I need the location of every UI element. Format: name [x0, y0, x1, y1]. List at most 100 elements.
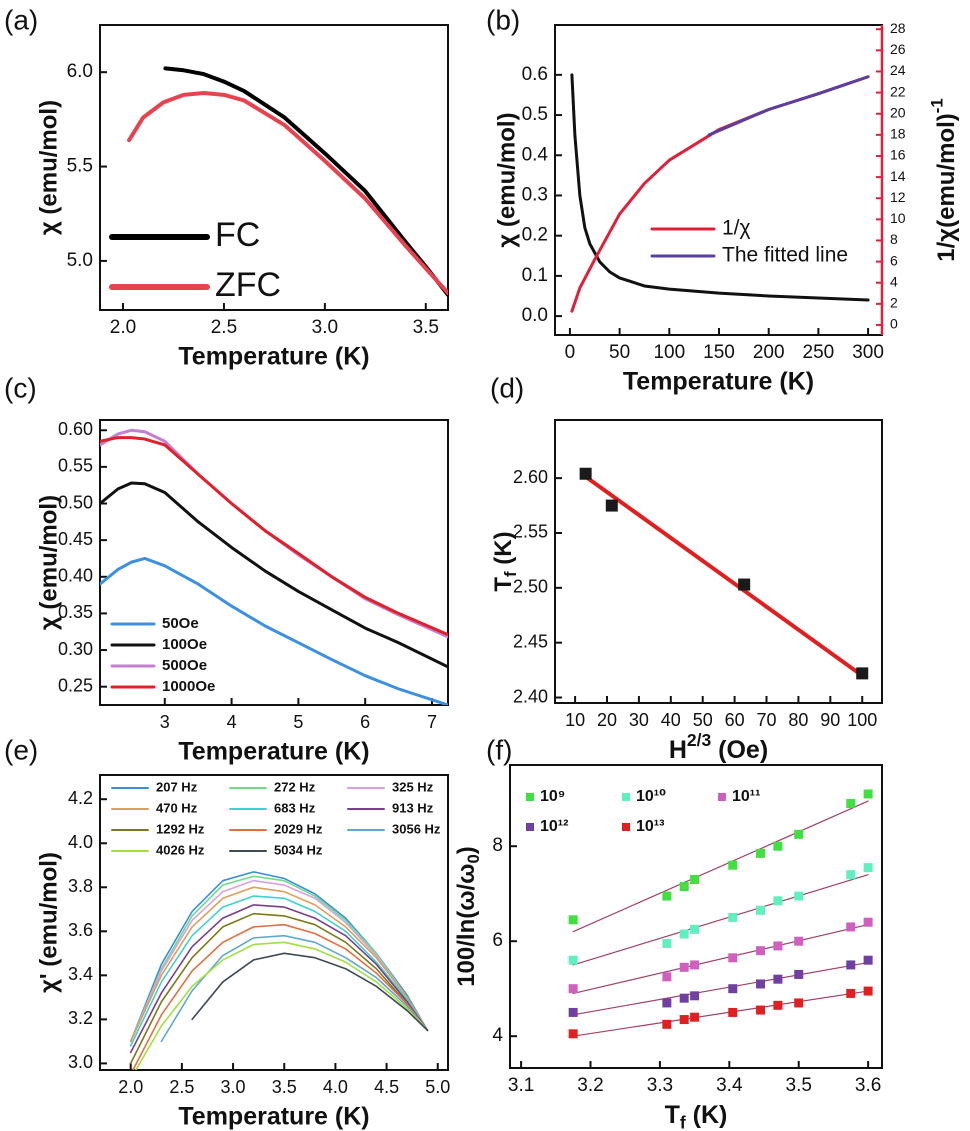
- x-tick-label: 6: [360, 712, 370, 732]
- axis-title-part: f: [502, 571, 521, 577]
- axis-title-part: ): [453, 846, 480, 854]
- y-tick-label: 0.6: [522, 64, 548, 85]
- legend-label: 2029 Hz: [274, 821, 323, 836]
- data-point: [773, 841, 783, 851]
- y2-tick-label: 2: [890, 295, 898, 311]
- series-line: [707, 75, 870, 137]
- axis-title-part: T: [665, 1101, 680, 1129]
- series-line: [163, 66, 448, 297]
- legend-label: 4026 Hz: [156, 842, 205, 857]
- x-tick-label: 50: [609, 342, 630, 363]
- y-tick-label: 0.40: [58, 566, 93, 586]
- data-point: [690, 1012, 700, 1022]
- data-point: [846, 870, 856, 880]
- y-tick-label: 0.25: [58, 675, 93, 695]
- x-tick-label: 3.5: [786, 1075, 812, 1096]
- plot-frame: [554, 419, 883, 704]
- axis-title-part: (K): [490, 531, 517, 571]
- data-point: [756, 946, 766, 956]
- axis-title-part: (Oe): [711, 736, 768, 764]
- x-tick-label: 3.0: [221, 1077, 246, 1097]
- data-point: [773, 1000, 783, 1010]
- data-point: [568, 1029, 578, 1039]
- series-line: [129, 895, 429, 1047]
- y2-tick-label: 26: [890, 41, 906, 57]
- y-tick-label: 5.5: [67, 156, 93, 177]
- y-tick-label: 3.2: [68, 1008, 93, 1028]
- legend-label: 10¹²: [540, 818, 568, 835]
- series-line: [100, 428, 448, 639]
- plot-frame: [509, 764, 883, 1069]
- data-point: [728, 984, 738, 994]
- series-line: [100, 481, 448, 669]
- x-tick-label: 200: [753, 342, 785, 363]
- y2-tick-label: 6: [890, 252, 898, 268]
- plot-area: [127, 66, 448, 297]
- legend-label: 325 Hz: [392, 779, 434, 794]
- y-tick-label: 6.0: [67, 61, 93, 82]
- data-point: [728, 912, 738, 922]
- x-tick-label: 90: [820, 710, 840, 730]
- data-point: [568, 1007, 578, 1017]
- series-line: [129, 912, 429, 1065]
- data-point: [773, 941, 783, 951]
- legend-label: 3056 Hz: [392, 821, 441, 836]
- y2-tick-label: 24: [890, 62, 906, 78]
- legend-label: 50Oe: [162, 615, 199, 632]
- y2-tick-label: 18: [890, 126, 906, 142]
- data-point: [794, 998, 804, 1008]
- data-point: [662, 1019, 672, 1029]
- y-tick-label: 3.6: [68, 920, 93, 940]
- data-point: [794, 936, 804, 946]
- y-tick-label: 3.8: [68, 876, 93, 896]
- legend-marker: [622, 793, 630, 801]
- y-tick-label: 0.3: [522, 184, 548, 205]
- x-tick-label: 3.5: [413, 317, 439, 338]
- legend-label: FC: [215, 216, 260, 254]
- x-tick-label: 2.0: [110, 317, 136, 338]
- x-tick-label: 250: [803, 342, 835, 363]
- x-tick-label: 100: [847, 710, 877, 730]
- x-tick-label: 3.4: [716, 1075, 743, 1096]
- data-point: [846, 798, 856, 808]
- data-point: [863, 986, 873, 996]
- axis-title-part: H: [669, 736, 687, 764]
- x-tick-label: 3.5: [272, 1077, 297, 1097]
- series-line: [127, 90, 448, 296]
- y-tick-label: 0.30: [58, 639, 93, 659]
- y-tick-label: 4.0: [68, 832, 93, 852]
- series-line: [132, 923, 429, 1070]
- legend-label: 5034 Hz: [274, 842, 323, 857]
- series-line: [582, 473, 865, 678]
- x-axis-title: H2/3 (Oe): [669, 730, 768, 764]
- y-tick-label: 2.55: [513, 522, 548, 542]
- x-tick-label: 5: [293, 712, 303, 732]
- y-axis-title: χ' (emu/mol): [35, 852, 62, 993]
- x-axis-title: Temperature (K): [178, 1103, 369, 1131]
- x-tick-label: 2.0: [118, 1077, 143, 1097]
- x-tick-label: 70: [756, 710, 776, 730]
- y-tick-label: 0.1: [522, 265, 548, 286]
- x-tick-label: 3.1: [508, 1075, 534, 1096]
- axis-title-part: 1/χ(emu/mol): [933, 113, 960, 262]
- data-point: [679, 993, 689, 1003]
- data-point: [679, 1015, 689, 1025]
- data-point: [756, 1005, 766, 1015]
- x-axis-title: Temperature (K): [623, 368, 814, 396]
- y-tick-label: 0.0: [522, 305, 548, 326]
- y-tick-label: 2.60: [513, 467, 548, 487]
- y2-axis-title: 1/χ(emu/mol)-1: [928, 98, 961, 261]
- axis-title-part: -1: [928, 98, 947, 113]
- data-point: [856, 667, 869, 680]
- data-point: [863, 863, 873, 873]
- legend-label: 470 Hz: [156, 800, 198, 815]
- series-line: [572, 990, 869, 1037]
- panel-label: (a): [4, 4, 38, 35]
- data-point: [568, 915, 578, 925]
- x-tick-label: 7: [427, 712, 437, 732]
- y-tick-label: 0.55: [58, 456, 93, 476]
- legend-marker: [526, 793, 534, 801]
- data-point: [846, 922, 856, 932]
- y2-tick-label: 14: [890, 168, 906, 184]
- data-point: [662, 891, 672, 901]
